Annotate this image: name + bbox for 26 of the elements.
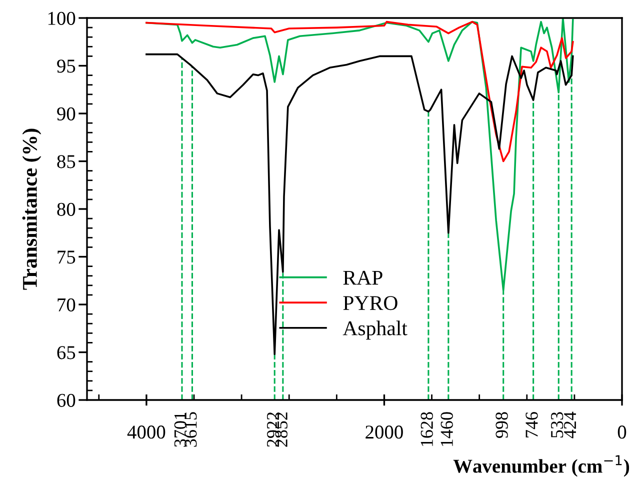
line-series (146, 20, 574, 162)
y-tick-label: 85 (57, 155, 76, 168)
y-tick-label: 80 (57, 202, 76, 216)
legend-label: RAP (343, 270, 382, 285)
ref-line-label: 3615 (184, 412, 197, 447)
line-series (146, 53, 574, 356)
ref-line-label: 998 (496, 412, 508, 438)
ref-line-label: 1628 (420, 412, 433, 446)
y-axis-title: Transmitance (%) (22, 128, 42, 290)
legend-label: PYRO (343, 296, 398, 310)
x-axis-title: Wavenumber (cm$^{−1}$) (453, 455, 630, 477)
x-tick-label: 0 (618, 426, 626, 439)
y-tick-label: 70 (58, 298, 76, 312)
y-tick-label: 100 (48, 12, 76, 25)
y-tick-label: 95 (57, 60, 76, 73)
y-tick-label: 75 (58, 250, 76, 264)
legend-label: Asphalt (342, 320, 408, 340)
y-tick-label: 60 (57, 394, 76, 407)
y-tick-label: 65 (57, 346, 76, 360)
ref-line-label: 746 (526, 412, 538, 438)
x-tick-label: 4000 (127, 426, 166, 439)
ref-line-label: 1460 (440, 412, 453, 446)
ref-line-label: 533 (551, 412, 564, 438)
y-tick-label: 90 (57, 107, 76, 120)
ref-line-label: 424 (564, 412, 576, 438)
x-tick-label: 2000 (366, 426, 403, 439)
